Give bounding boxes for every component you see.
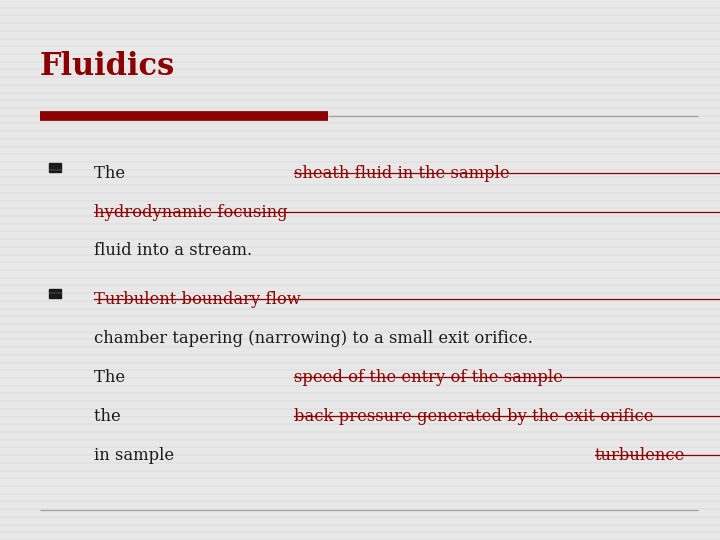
Bar: [49, 163, 61, 172]
Text: sheath fluid in the sample: sheath fluid in the sample: [294, 165, 510, 181]
Text: the: the: [94, 408, 125, 424]
Text: in sample: in sample: [94, 447, 179, 463]
Text: turbulence: turbulence: [595, 447, 685, 463]
Text: Turbulent boundary flow: Turbulent boundary flow: [94, 291, 300, 308]
Text: speed of the entry of the sample: speed of the entry of the sample: [294, 369, 563, 386]
Text: fluid into a stream.: fluid into a stream.: [94, 242, 252, 259]
Text: hydrodynamic focusing: hydrodynamic focusing: [94, 204, 287, 220]
Text: back pressure generated by the exit orifice: back pressure generated by the exit orif…: [294, 408, 654, 424]
Bar: [49, 289, 61, 298]
Text: chamber tapering (narrowing) to a small exit orifice.: chamber tapering (narrowing) to a small …: [94, 330, 533, 347]
Text: Fluidics: Fluidics: [40, 51, 175, 82]
Text: The: The: [94, 165, 130, 181]
Text: The: The: [94, 369, 130, 386]
